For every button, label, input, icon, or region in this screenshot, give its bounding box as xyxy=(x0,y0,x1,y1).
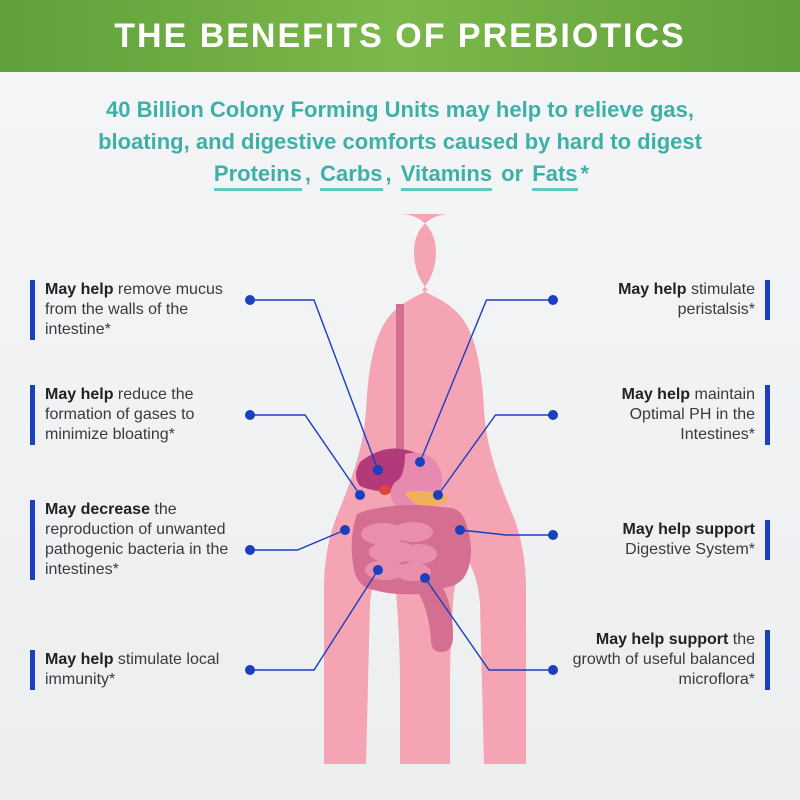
callout-bold: May help xyxy=(45,386,113,403)
gallbladder-organ xyxy=(379,485,391,495)
callout-left-1: May help reduce the formation of gases t… xyxy=(30,385,235,445)
callout-bold: May help xyxy=(45,651,113,668)
callout-bold: May help support xyxy=(623,521,755,538)
underlined-item: Vitamins xyxy=(401,161,492,191)
underlined-item: Proteins xyxy=(214,161,302,191)
callout-left-2: May decrease the reproduction of unwante… xyxy=(30,500,235,580)
small-intestine-organ xyxy=(361,522,437,581)
callout-bold: May help xyxy=(45,281,113,298)
subhead: 40 Billion Colony Forming Units may help… xyxy=(0,72,800,200)
connector-dot xyxy=(245,410,255,420)
callout-bold: May help xyxy=(618,281,686,298)
callout-left-0: May help remove mucus from the walls of … xyxy=(30,280,235,340)
callout-right-2: May help support Digestive System* xyxy=(565,520,770,560)
connector-dot xyxy=(548,295,558,305)
callout-rest: Digestive System* xyxy=(625,541,755,558)
connector-dot xyxy=(245,545,255,555)
connector-dot xyxy=(548,530,558,540)
header-bar: THE BENEFITS OF PREBIOTICS xyxy=(0,0,800,72)
callout-rest: stimulate peristalsis* xyxy=(678,281,755,318)
callout-bold: May help support xyxy=(596,631,728,648)
underlined-item: Fats xyxy=(532,161,577,191)
callout-left-3: May help stimulate local immunity* xyxy=(30,650,235,690)
callout-right-3: May help support the growth of useful ba… xyxy=(565,630,770,690)
lead-number: 40 xyxy=(106,97,130,122)
callout-bold: May decrease xyxy=(45,501,150,518)
callout-right-0: May help stimulate peristalsis* xyxy=(565,280,770,320)
subhead-line1: Billion Colony Forming Units may help to… xyxy=(130,97,694,122)
callout-right-1: May help maintain Optimal PH in the Inte… xyxy=(565,385,770,445)
connector-dot xyxy=(245,295,255,305)
subhead-line2: bloating, and digestive comforts caused … xyxy=(98,129,702,154)
connector-dot xyxy=(245,665,255,675)
underlined-item: Carbs xyxy=(320,161,382,191)
body-silhouette xyxy=(265,214,535,764)
connector-dot xyxy=(548,410,558,420)
diagram-area: May help remove mucus from the walls of … xyxy=(0,200,800,780)
page-title: THE BENEFITS OF PREBIOTICS xyxy=(114,17,685,56)
connector-dot xyxy=(548,665,558,675)
underlined-group: Proteins, Carbs, Vitamins or Fats* xyxy=(211,161,589,186)
esophagus xyxy=(396,304,404,454)
callout-bold: May help xyxy=(622,386,690,403)
